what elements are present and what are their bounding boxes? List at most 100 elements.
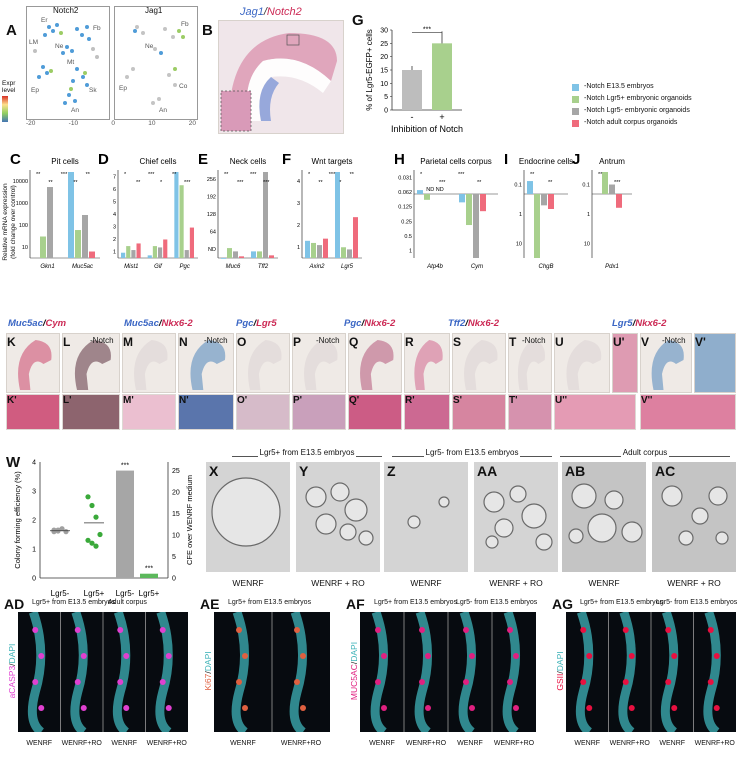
organoid-image-AB (562, 462, 646, 572)
notch-label: -Notch (90, 336, 114, 345)
qpcr-bar (424, 194, 430, 200)
stain-signal (242, 705, 248, 711)
fluo-header-left: Lgr5+ from E13.5 embryos (32, 599, 116, 606)
organoid-bubble (438, 496, 450, 508)
qpcr-ytick-label: 0.031 (398, 175, 412, 181)
qpcr-panel-I: I Endocrine cells 10 1 0.1 ChgB ** ** (504, 151, 573, 270)
qpcr-title: Wnt targets (312, 157, 353, 166)
stain-signal (32, 679, 39, 685)
cluster-label: An (71, 107, 79, 114)
qpcr-bar (147, 255, 152, 258)
w-scatter-point (63, 529, 69, 535)
panel-label-Y: Y (299, 463, 309, 479)
ihc-zoom (452, 394, 506, 430)
ihc-zoom-label: P' (293, 395, 303, 406)
qpcr-bar (89, 251, 95, 258)
qpcr-ytick-label: 10 (516, 241, 522, 247)
qpcr-gene-label: Axin2 (308, 264, 325, 270)
qpcr-bar (269, 255, 274, 258)
w-scatter-point (89, 540, 95, 546)
qpcr-gene-label: Gif (154, 264, 163, 270)
tsne-title-jag1: Jag1 (145, 6, 163, 15)
ihc-title-pgc-lgr5: Pgc/Lgr5 (236, 318, 277, 329)
ihc-zoom-label: K' (7, 395, 17, 406)
stain-signal (507, 679, 513, 685)
qpcr-significance: * (124, 172, 127, 178)
tsne-title-notch2: Notch2 (53, 6, 79, 15)
qpcr-bar (68, 172, 74, 258)
qpcr-significance: * (420, 172, 423, 178)
qpcr-ytick-label: 0.1 (514, 183, 522, 189)
panel-label-AB: AB (565, 463, 586, 479)
ihc-title-muc5ac-nkx62: Muc5ac/Nkx6-2 (124, 318, 193, 329)
qpcr-significance: ** (36, 172, 41, 178)
stain-signal (513, 705, 519, 711)
stain-signal (628, 705, 635, 711)
qpcr-significance: ** (224, 172, 229, 178)
expression-color-legend: Expr level (2, 80, 15, 122)
panel-label-Up: U' (613, 335, 625, 349)
w-scatter-point (85, 494, 91, 500)
w-scatter-point (59, 526, 65, 532)
w-scatter-point (85, 537, 91, 543)
qpcr-significance: ** (530, 172, 535, 178)
organoid-bubble (661, 485, 683, 507)
qpcr-bar (341, 247, 346, 258)
culture-medium-label: WENRF + RO (311, 578, 365, 588)
organoid-bubble (344, 498, 368, 522)
stain-signal (622, 627, 629, 633)
ihc-title-pgc-nkx62: Pgc/Nkx6-2 (344, 318, 396, 329)
qpcr-bar (75, 230, 81, 258)
panel-label-K: K (7, 335, 16, 349)
qpcr-significance: ** (73, 180, 78, 186)
organoid-bubble (485, 535, 499, 549)
qpcr-gene-label: Atp4b (426, 264, 443, 270)
qpcr-bar (609, 184, 615, 194)
stain-signal (425, 705, 431, 711)
dapi-epithelium (618, 612, 636, 732)
qpcr-bar (305, 240, 310, 258)
ihc-section-K (6, 333, 60, 393)
stain-signal (628, 653, 635, 659)
qpcr-ytick-label: 7 (113, 174, 116, 180)
panel-label-C: C (10, 151, 21, 168)
qpcr-significance: ** (86, 172, 91, 178)
w-category-label: Lgr5+ (84, 589, 105, 598)
qpcr-bar (548, 194, 554, 209)
qpcr-ytick-label: 192 (207, 194, 216, 200)
stain-signal (74, 627, 81, 633)
g-ytick-label: 30 (380, 28, 388, 35)
w-category-label: Lgr5+ (139, 589, 160, 598)
dapi-epithelium (70, 612, 88, 732)
w-right-tick: 0 (172, 576, 176, 583)
panel-label-J: J (572, 151, 580, 168)
panel-label-A: A (6, 22, 17, 39)
stain-signal (665, 627, 672, 633)
fluo-medium-label: WENRF+RO (493, 740, 535, 747)
qpcr-ytick-label: 1 (409, 249, 412, 255)
panel-label-F: F (282, 151, 291, 168)
qpcr-ytick-label: 0.25 (401, 219, 412, 225)
qpcr-ytick-label: 3 (113, 225, 116, 231)
stain-signal (713, 705, 720, 711)
ihc-zoom (6, 394, 60, 430)
qpcr-bar (184, 250, 189, 258)
qpcr-bar (257, 251, 262, 258)
organoid-image-Y (296, 462, 380, 572)
organoid-bubble (715, 531, 729, 545)
stain-signal (463, 679, 469, 685)
stain-signal (671, 705, 678, 711)
stain-signal (381, 653, 387, 659)
legend-swatch (572, 84, 579, 91)
organoid-bubble (571, 483, 597, 509)
ihc-section-R (404, 333, 450, 393)
fluo-medium-label: WENRF (369, 740, 395, 747)
qpcr-bar (473, 194, 479, 258)
stain-signal (80, 705, 87, 711)
legend-label: -Notch adult corpus organoids (584, 119, 678, 126)
qpcr-gene-label: Lgr5 (341, 264, 354, 270)
qpcr-significance: *** (61, 172, 68, 178)
qpcr-bar (121, 252, 126, 258)
